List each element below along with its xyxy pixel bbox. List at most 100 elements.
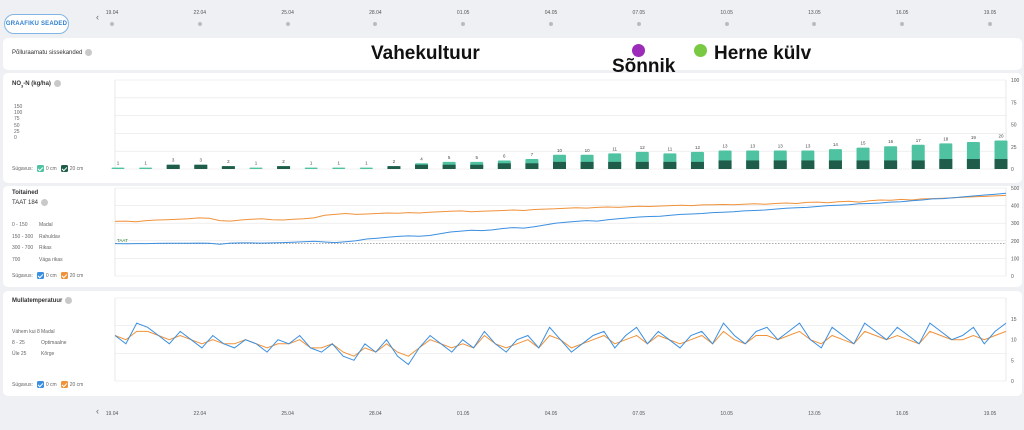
nitrate-depth-legend: Sügavus: 0 cm 20 cm: [12, 165, 83, 172]
chevron-left-icon[interactable]: ‹: [96, 12, 99, 22]
date-label: 28.04: [369, 10, 382, 16]
date-label: 07.05: [632, 10, 646, 16]
nitrate-bar-20cm: [166, 164, 180, 169]
left-tick-label: 50: [14, 122, 20, 129]
nitrate-bar-label: 13: [778, 143, 784, 148]
taat-value: TAAT 184: [12, 199, 49, 206]
temperature-level: Optimaalne: [41, 340, 67, 346]
nitrate-bar-20cm: [608, 161, 622, 169]
nitrate-bar-label: 2: [393, 159, 396, 164]
field-records-title: Põlluraamatu sissekanded: [12, 49, 93, 56]
nitrate-bar-20cm: [994, 159, 1008, 169]
y-tick-label: 400: [1011, 204, 1020, 210]
y-tick-label: 200: [1011, 239, 1020, 245]
left-tick-label: 0: [14, 135, 17, 141]
manure-icon[interactable]: [632, 44, 645, 57]
date-dot: [549, 22, 553, 26]
nutrient-range: 0 - 150: [12, 222, 28, 228]
nitrate-bar-label: 2: [282, 159, 285, 164]
event-sonnik[interactable]: Sõnnik: [612, 56, 676, 77]
nitrate-bar-label: 19: [971, 135, 977, 140]
date-dot: [812, 22, 817, 26]
nitrate-bar-label: 11: [668, 146, 673, 151]
nitrate-bar-20cm: [415, 164, 429, 169]
depth-0cm-label: 0 cm: [45, 381, 57, 388]
nitrate-bar-label: 20: [998, 134, 1004, 139]
nitrate-bar-label: 1: [144, 161, 147, 166]
depth-0cm-label: 0 cm: [45, 272, 57, 279]
date-label: 22.04: [193, 10, 207, 16]
depth-label: Sügavus:: [12, 381, 33, 388]
nitrate-bar-label: 3: [172, 158, 175, 163]
depth-20cm-checkbox[interactable]: [60, 272, 68, 279]
nitrate-bar-label: 1: [117, 161, 120, 166]
y-tick-label: 100: [1011, 256, 1020, 262]
event-herne-kulv[interactable]: Herne külv: [714, 43, 812, 64]
info-icon[interactable]: [41, 199, 49, 206]
chart-settings-button[interactable]: GRAAFIKU SEADED: [4, 14, 69, 34]
date-label: 10.05: [720, 10, 733, 16]
y-tick-label: 0: [1011, 274, 1014, 280]
nutrient-level: Rikas: [39, 245, 52, 251]
nitrate-bar-20cm: [635, 161, 649, 169]
nitrate-title-sub: 3: [21, 83, 24, 89]
info-icon[interactable]: [85, 49, 93, 56]
soil-temperature-title-text: Mullatemperatuur: [12, 298, 63, 305]
y-tick-label: 25: [1011, 145, 1017, 151]
nitrate-bar-label: 4: [420, 156, 423, 161]
date-label: 10.05: [720, 411, 733, 417]
event-vahekultuur[interactable]: Vahekultuur: [371, 43, 480, 64]
depth-0cm-checkbox[interactable]: [36, 165, 44, 172]
nitrate-panel: NO3-N (kg/ha) 150 100 75 50 25 0 Sügavus: 0 c…: [3, 73, 1022, 183]
nitrate-title-rest: -N (kg/ha): [23, 81, 51, 88]
info-icon[interactable]: [53, 80, 61, 87]
nitrate-bar-label: 13: [750, 143, 756, 148]
date-label: 01.05: [456, 10, 470, 16]
date-dot: [373, 22, 378, 26]
nutrient-range: 300 - 700: [12, 245, 34, 251]
depth-0cm-label: 0 cm: [45, 165, 57, 172]
left-tick-label: 75: [14, 116, 20, 123]
date-label: 25.04: [281, 10, 294, 16]
y-tick-label: 10: [1011, 338, 1017, 344]
nutrients-title: Toitained: [12, 190, 38, 196]
temperature-range: 8 - 25: [12, 340, 25, 346]
temperature-depth-legend: Sügavus: 0 cm 20 cm: [12, 381, 83, 388]
nitrate-bar-20cm: [773, 160, 787, 169]
depth-20cm-checkbox[interactable]: [60, 165, 68, 172]
temperature-range: Üle 25: [12, 351, 27, 357]
temperature-series-0cm: [114, 322, 1007, 366]
date-dot: [197, 22, 202, 26]
nitrate-bar-label: 10: [585, 148, 591, 153]
depth-0cm-checkbox[interactable]: [36, 381, 44, 388]
nitrate-bar-0cm: [249, 167, 263, 169]
sowing-icon[interactable]: [694, 44, 707, 57]
info-icon[interactable]: [65, 297, 73, 304]
nitrate-bar-label: 16: [888, 139, 894, 144]
temperature-level: Madal: [41, 329, 55, 335]
date-label: 28.04: [369, 411, 382, 417]
nutrient-range: 150 - 300: [12, 233, 34, 240]
chevron-left-icon[interactable]: ‹: [96, 406, 99, 416]
date-label: 01.05: [456, 411, 470, 417]
date-label: 13.05: [808, 411, 821, 417]
depth-20cm-checkbox[interactable]: [60, 381, 68, 388]
soil-temperature-title: Mullatemperatuur: [12, 297, 73, 305]
nitrate-bar-20cm: [553, 161, 566, 169]
depth-0cm-checkbox[interactable]: [36, 272, 44, 279]
depth-20cm-label: 20 cm: [69, 165, 84, 172]
date-dot: [461, 22, 466, 26]
date-label: 16.05: [895, 10, 909, 16]
temperature-level: Kõrge: [41, 351, 55, 357]
nitrate-bar-20cm: [470, 164, 484, 169]
nitrate-bar-20cm: [856, 160, 870, 169]
date-label: 16.05: [895, 411, 909, 417]
nitrate-bar-0cm: [359, 167, 373, 169]
nitrate-bar-label: 14: [833, 142, 839, 147]
nutrients-panel: Toitained TAAT 184 0 - 150 Madal 150 - 300…: [3, 186, 1022, 287]
date-label: 04.05: [544, 10, 558, 16]
nitrate-bar-label: 1: [255, 161, 258, 166]
nutrient-level: Madal: [39, 222, 53, 228]
date-label: 25.04: [281, 411, 294, 417]
